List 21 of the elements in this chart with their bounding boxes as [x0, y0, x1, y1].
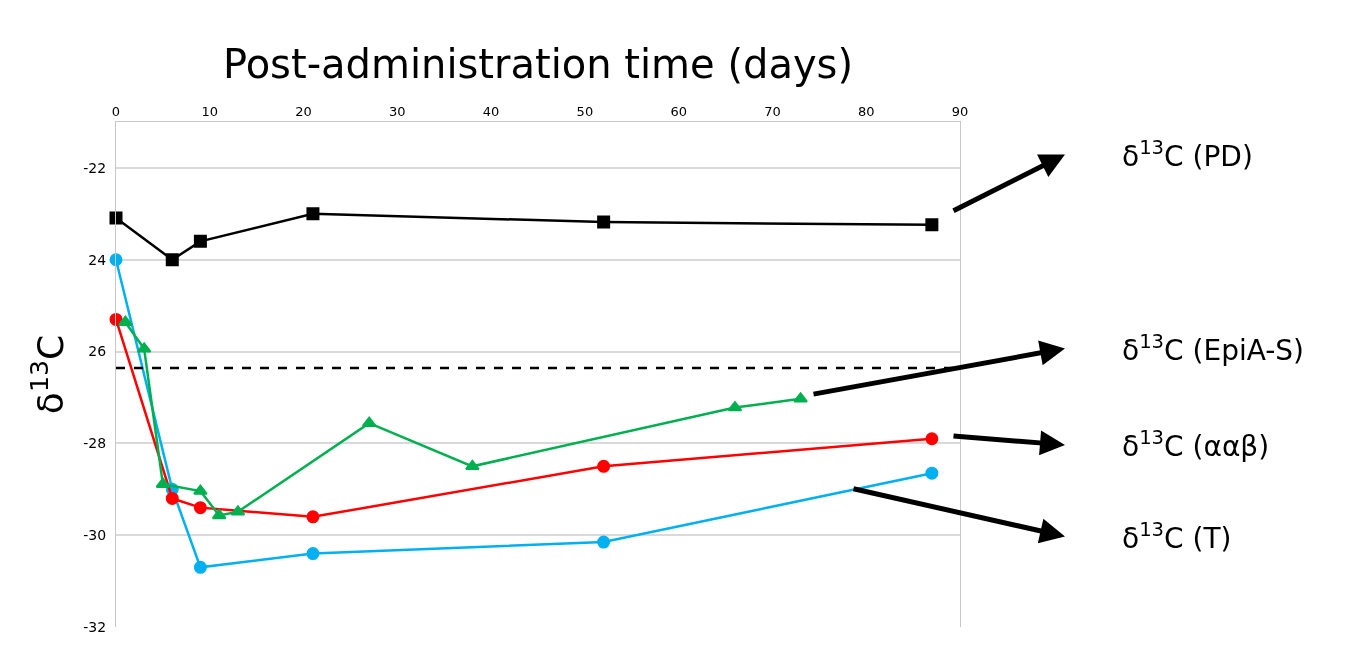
x-axis-title: Post-administration time (days) — [222, 41, 854, 88]
x-tick-label: 50 — [576, 103, 594, 119]
x-tick-label: 0 — [111, 103, 121, 119]
x-tick-label: 40 — [482, 103, 500, 119]
x-tick-label: 80 — [857, 103, 875, 119]
y-tick-label: 26 — [88, 343, 107, 360]
y-tick-label: -22 — [83, 159, 107, 176]
x-tick-label: 90 — [951, 103, 969, 119]
y-tick-label: -32 — [83, 618, 107, 635]
x-tick-label: 60 — [670, 103, 687, 119]
y-tick-label: -30 — [83, 527, 107, 544]
y-tick-label: 24 — [88, 251, 107, 268]
text: δ$^{13}$C (T) — [1122, 518, 1232, 555]
x-tick-label: 30 — [389, 103, 406, 119]
y-tick-label: -28 — [83, 435, 107, 452]
text: δ$^{13}$C (EpiA-S) — [1122, 330, 1305, 367]
x-tick-label: 70 — [764, 103, 781, 119]
text: δ$^{13}$C (ααβ) — [1122, 426, 1270, 463]
text: δ$^{13}$C (PD) — [1122, 136, 1253, 173]
x-tick-label: 20 — [295, 103, 312, 119]
x-tick-label: 10 — [201, 103, 219, 119]
